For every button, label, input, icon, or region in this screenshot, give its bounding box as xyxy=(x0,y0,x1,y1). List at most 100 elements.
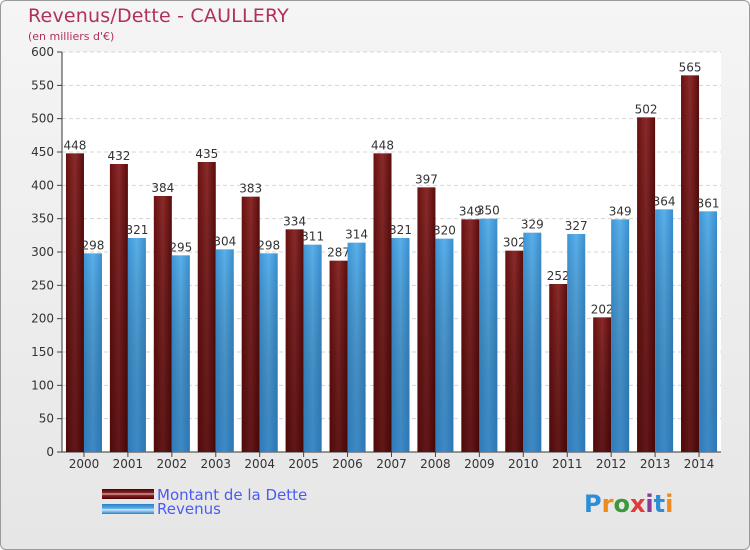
x-tick-label: 2008 xyxy=(420,457,451,471)
bar-revenus-shade xyxy=(391,238,410,452)
bar-revenus-shade xyxy=(611,219,630,452)
x-tick-label: 2003 xyxy=(200,457,231,471)
bar-dette-shade xyxy=(241,196,260,452)
logo-letter: o xyxy=(613,490,630,518)
x-tick-label: 2007 xyxy=(376,457,407,471)
bar-dette-shade xyxy=(461,219,480,452)
x-tick-label: 2002 xyxy=(157,457,188,471)
data-label-dette: 502 xyxy=(635,102,658,116)
data-label-revenus: 320 xyxy=(433,224,456,238)
data-label-revenus: 321 xyxy=(389,223,412,237)
data-label-dette: 202 xyxy=(591,302,614,316)
data-label-revenus: 361 xyxy=(697,196,720,210)
data-label-revenus: 364 xyxy=(653,194,676,208)
y-tick-label: 200 xyxy=(31,312,54,326)
data-label-dette: 334 xyxy=(283,214,306,228)
bar-dette-shade xyxy=(197,162,216,452)
bar-dette-shade xyxy=(373,153,392,453)
bar-revenus-shade xyxy=(567,234,586,452)
data-label-revenus: 298 xyxy=(257,238,280,252)
logo-letter: P xyxy=(584,490,602,518)
x-tick-label: 2009 xyxy=(464,457,495,471)
data-label-dette: 397 xyxy=(415,172,438,186)
bar-revenus-shade xyxy=(523,232,542,452)
data-label-revenus: 350 xyxy=(477,204,500,218)
y-tick-label: 300 xyxy=(31,245,54,259)
y-tick-label: 450 xyxy=(31,145,54,159)
data-label-dette: 383 xyxy=(239,182,262,196)
data-label-revenus: 311 xyxy=(301,230,324,244)
bar-revenus-shade xyxy=(479,218,498,452)
bar-dette-shade xyxy=(637,117,656,452)
data-label-revenus: 321 xyxy=(125,223,148,237)
data-label-dette: 287 xyxy=(327,246,350,260)
logo-letter: i xyxy=(645,490,654,518)
y-tick-label: 50 xyxy=(39,412,54,426)
data-label-revenus: 327 xyxy=(565,219,588,233)
legend-label-dette: Montant de la Dette xyxy=(157,486,308,504)
y-tick-label: 100 xyxy=(31,378,54,392)
x-tick-label: 2004 xyxy=(244,457,275,471)
chart-subtitle: (en milliers d'€) xyxy=(28,30,115,43)
data-label-dette: 448 xyxy=(371,138,394,152)
chart-title: Revenus/Dette - CAULLERY xyxy=(28,5,289,27)
data-label-revenus: 329 xyxy=(521,218,544,232)
bar-dette-shade xyxy=(505,250,524,452)
bar-revenus-shade xyxy=(127,238,146,452)
data-label-dette: 349 xyxy=(459,204,482,218)
bar-revenus-shade xyxy=(699,211,718,452)
bar-dette-shade xyxy=(549,284,568,452)
x-tick-label: 2001 xyxy=(113,457,144,471)
y-tick-label: 600 xyxy=(31,45,54,59)
bar-dette-shade xyxy=(153,196,172,452)
x-tick-label: 2006 xyxy=(332,457,363,471)
y-tick-label: 350 xyxy=(31,212,54,226)
bar-dette-shade xyxy=(681,75,700,452)
x-tick-label: 2010 xyxy=(508,457,539,471)
bar-revenus-shade xyxy=(655,209,674,452)
bar-dette-shade xyxy=(65,153,84,453)
x-tick-label: 2005 xyxy=(288,457,319,471)
x-tick-label: 2012 xyxy=(596,457,627,471)
y-tick-label: 400 xyxy=(31,178,54,192)
y-tick-label: 250 xyxy=(31,278,54,292)
bar-dette-shade xyxy=(109,164,128,452)
data-label-revenus: 295 xyxy=(169,240,192,254)
legend-swatch-revenus xyxy=(102,504,154,514)
y-tick-label: 550 xyxy=(31,78,54,92)
bar-revenus-shade xyxy=(83,253,102,452)
data-label-revenus: 349 xyxy=(609,204,632,218)
proxiti-logo: Proxiti xyxy=(584,490,673,518)
data-label-dette: 565 xyxy=(679,60,702,74)
bar-revenus-shade xyxy=(215,249,234,452)
y-tick-label: 0 xyxy=(46,445,54,459)
bar-revenus-shade xyxy=(347,242,366,452)
bar-dette-shade xyxy=(417,187,436,453)
data-label-dette: 252 xyxy=(547,269,570,283)
x-tick-label: 2014 xyxy=(684,457,715,471)
data-label-revenus: 314 xyxy=(345,228,368,242)
legend-label-revenus: Revenus xyxy=(157,500,221,518)
data-label-dette: 384 xyxy=(151,181,174,195)
bar-revenus-shade xyxy=(303,244,322,452)
data-label-revenus: 298 xyxy=(82,238,105,252)
x-tick-label: 2000 xyxy=(69,457,100,471)
bar-revenus-shade xyxy=(171,255,190,452)
data-label-dette: 448 xyxy=(64,138,87,152)
bar-dette-shade xyxy=(285,229,304,452)
data-label-dette: 435 xyxy=(195,147,218,161)
logo-letter: r xyxy=(601,490,614,518)
bar-revenus-shade xyxy=(435,238,454,452)
y-tick-label: 500 xyxy=(31,112,54,126)
logo-letter: t xyxy=(653,490,666,518)
bar-dette-shade xyxy=(593,317,612,452)
data-label-dette: 302 xyxy=(503,236,526,250)
bar-dette-shade xyxy=(329,260,348,452)
y-tick-label: 150 xyxy=(31,345,54,359)
logo-letter: i xyxy=(665,490,674,518)
legend-swatch-dette xyxy=(102,489,154,499)
x-tick-label: 2011 xyxy=(552,457,583,471)
data-label-dette: 432 xyxy=(107,149,130,163)
